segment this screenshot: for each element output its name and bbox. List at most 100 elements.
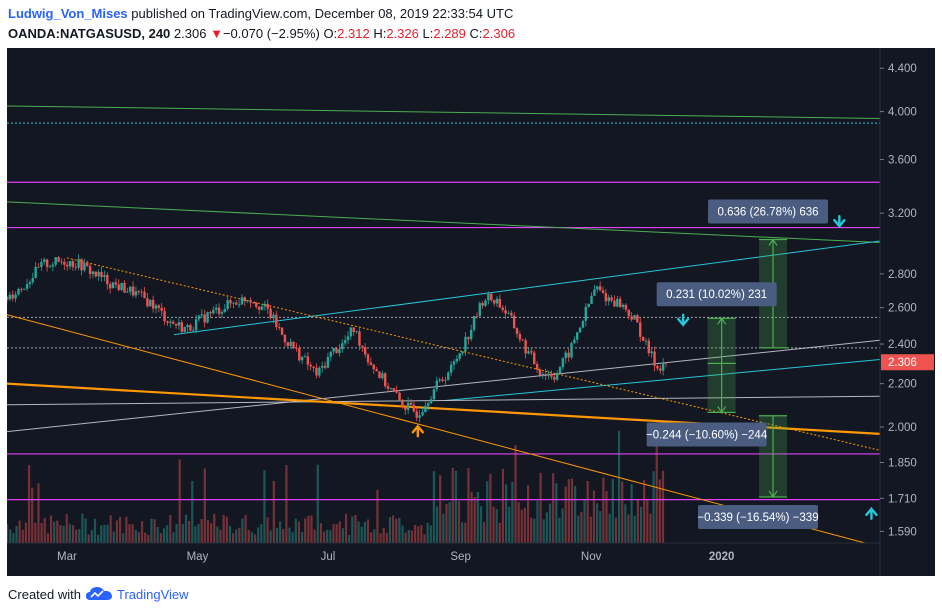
volume-bar [238,527,241,543]
volume-bar [542,519,545,543]
candle-body [106,275,109,285]
volume-bar [608,513,611,543]
candle-body [335,348,338,354]
volume-bar [495,509,498,543]
footer: Created with TradingView [8,586,189,602]
candle-body [252,302,255,304]
candle-body [160,307,163,311]
volume-bar [329,530,332,543]
trendline [7,339,880,433]
candle-body [14,294,17,299]
candle-body [504,310,507,314]
price-chart[interactable]: 0.636 (26.78%) 636 0.231 (10.02%) 231 −0.2… [7,48,935,576]
volume-bar [646,499,649,543]
volume-bar [633,515,636,543]
tradingview-brand[interactable]: TradingView [116,586,189,602]
measure-arrowhead [717,317,727,325]
x-tick-label: May [187,551,209,563]
candle-body [88,265,92,275]
candle-body [487,293,490,301]
volume-bar [501,468,505,543]
author-name[interactable]: Ludwig_Von_Mises [8,6,128,21]
candle-body [57,257,60,262]
close-value: 2.306 [482,26,516,41]
volume-bar [586,481,589,543]
candle-body [639,322,642,337]
volume-bar [652,471,655,543]
candle-body [214,307,218,310]
candle-body [421,412,424,416]
candle-body [616,298,619,307]
candle-body [389,388,393,389]
symbol-label: OANDA:NATGASUSD, 240 [8,26,171,41]
volume-bar [621,481,624,543]
volume-bar [112,531,115,543]
volume-bar [12,533,15,543]
volume-bar [206,520,210,543]
measure-label-box [646,422,767,447]
candle-body [432,389,436,400]
volume-bar [191,481,194,543]
candle-body [200,314,204,316]
high-label: H: [373,26,387,41]
volume-bar [184,514,188,543]
y-tick-label: 4.000 [888,107,917,119]
volume-bar [366,519,370,543]
candle-body [409,402,413,405]
candle-body [636,315,639,323]
measure-arrowhead [768,238,778,246]
candle-body [647,340,651,354]
volume-bar [326,529,329,543]
volume-bar [341,528,344,543]
volume-bar [159,533,162,543]
volume-bar [197,523,200,543]
candle-body [74,266,77,268]
candle-body [555,373,559,380]
candle-body [240,297,244,305]
volume-bar [34,522,37,543]
volume-bar [580,511,583,543]
volume-bar [385,532,388,543]
measure-label-box [708,199,829,224]
candle-body [478,303,481,317]
volume-bar [209,523,213,543]
candle-body [490,293,493,301]
volume-bar [319,523,323,543]
candle-body [372,364,375,370]
candle-body [123,282,126,293]
last-price: 2.306 [173,26,207,41]
candle-body [346,336,350,341]
volume-bar [624,504,627,543]
candle-body [424,405,427,413]
volume-bar [294,518,297,543]
candle-body [644,340,648,342]
volume-bar [373,529,376,543]
candle-body [401,399,404,408]
candle-body [630,316,633,320]
volume-bar [97,534,100,543]
volume-bar [454,470,457,543]
volume-bar [175,524,178,543]
candle-body [664,362,668,364]
measure-label: −0.339 (−16.54%) −339 [697,512,818,524]
candle-body [581,320,585,328]
candle-body [449,364,453,373]
volume-bar [344,513,348,543]
volume-bar [109,515,112,543]
candle-body [358,331,361,346]
arrow-up-icon [411,424,425,438]
volume-bar [87,534,90,543]
candle-body [613,300,616,307]
candle-body [180,322,183,332]
candle-body [237,304,241,306]
candle-body [604,293,608,302]
volume-bar [27,465,31,543]
volume-bar [235,529,238,543]
candle-body [189,324,192,331]
volume-bar [304,518,307,543]
last-price-tag [881,354,934,371]
candle-body [131,286,135,296]
arrow-up-icon [865,506,878,521]
volume-bar [442,513,445,543]
volume-bar [564,486,567,543]
